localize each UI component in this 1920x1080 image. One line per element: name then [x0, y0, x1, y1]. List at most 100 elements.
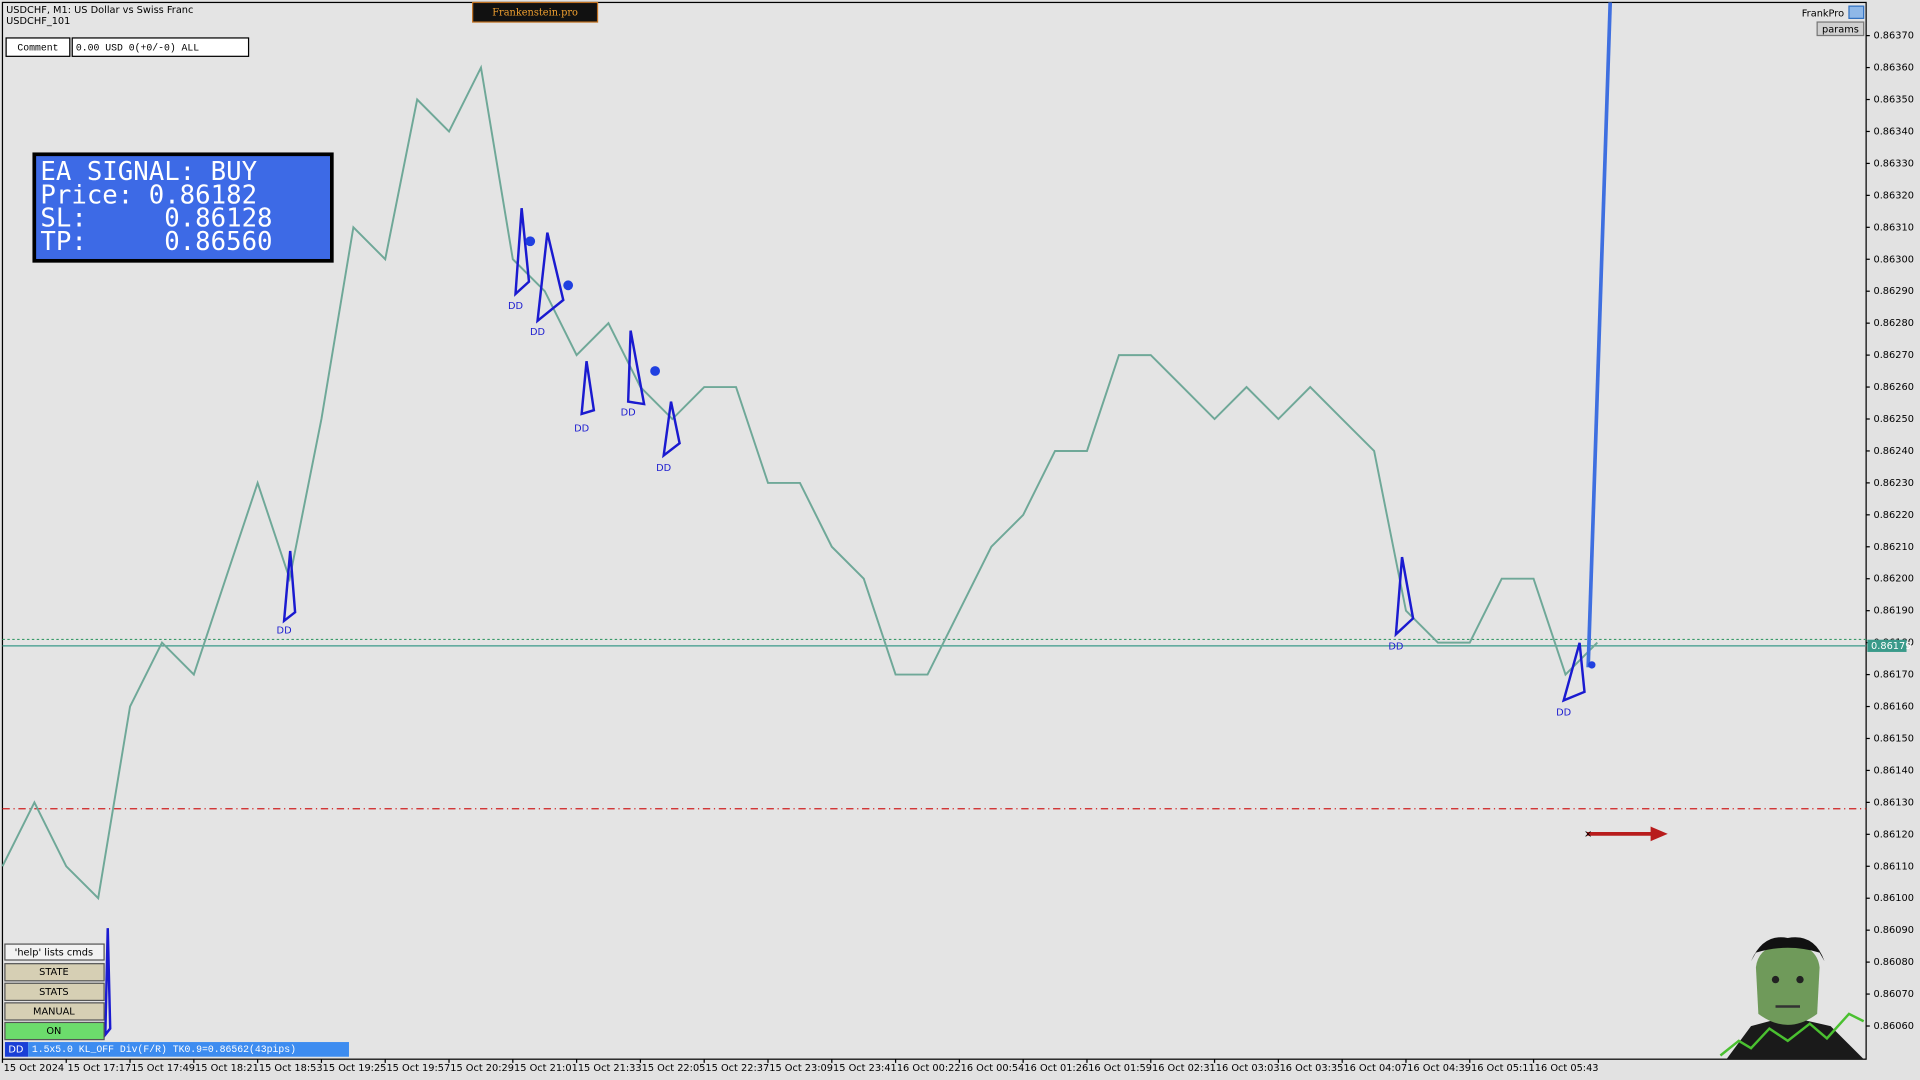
y-tick-label: 0.86360 [1873, 63, 1913, 74]
x-tick-label: 15 Oct 19:57 [386, 1063, 450, 1074]
plot-layer: 0.86060 0.86070 0.86080 0.86090 0.86100 0.861… [1, 31, 1914, 1074]
x-tick-label: 16 Oct 03:03 [1216, 1063, 1280, 1074]
comment-value-box [71, 37, 250, 57]
status-text: 1.5x5.0 KL_OFF Div(F/R) TK0.9=0.86562(43… [32, 1044, 296, 1055]
dd-label: DD [530, 327, 545, 338]
pattern-shapes [103, 208, 1586, 1039]
y-tick-label: 0.86330 [1873, 158, 1913, 169]
y-tick-label: 0.86300 [1873, 254, 1913, 265]
pattern-triangle [662, 401, 681, 459]
y-tick-label: 0.86170 [1873, 670, 1913, 681]
symbol-sub: USDCHF_101 [6, 16, 70, 27]
y-tick-label: 0.86240 [1873, 446, 1913, 457]
x-tick-label: 16 Oct 03:35 [1280, 1063, 1344, 1074]
y-tick-label: 0.86250 [1873, 414, 1913, 425]
y-tick-label: 0.86290 [1873, 286, 1913, 297]
pattern-triangle [514, 208, 531, 297]
y-tick-label: 0.86230 [1873, 478, 1913, 489]
signal-line: SL: 0.86128 [40, 204, 272, 234]
manual-button[interactable] [4, 1002, 105, 1021]
x-tick-label: 16 Oct 04:07 [1343, 1063, 1407, 1074]
y-tick-label: 0.86340 [1873, 126, 1913, 137]
x-tick-label: 15 Oct 18:53 [259, 1063, 323, 1074]
comment-value: 0.00 USD 0(+0/-0) ALL [76, 42, 199, 53]
symbol-title: USDCHF, M1: US Dollar vs Swiss Franc [6, 5, 193, 16]
y-tick-label: 0.86350 [1873, 95, 1913, 106]
y-tick-label: 0.86190 [1873, 606, 1913, 617]
y-tick-label: 0.86090 [1873, 925, 1913, 936]
pattern-triangle [536, 232, 565, 324]
x-tick-label: 16 Oct 05:11 [1471, 1063, 1535, 1074]
params-button[interactable] [1816, 21, 1865, 37]
params-label: params [1822, 24, 1859, 35]
state-label: STATE [39, 967, 69, 978]
on-button[interactable] [4, 1021, 105, 1041]
x-tick-label: 15 Oct 17:49 [131, 1063, 195, 1074]
y-tick-label: 0.86100 [1873, 893, 1913, 904]
sl-arrow-head [1650, 826, 1668, 842]
price-line-series [1, 64, 1599, 901]
stats-label: STATS [39, 987, 69, 998]
brand: Frankenstein.pro [492, 7, 578, 18]
x-tick-label: 16 Oct 00:54 [961, 1063, 1025, 1074]
x-tick-label: 15 Oct 22:05 [642, 1063, 706, 1074]
frankpro-icon [1848, 5, 1865, 19]
signal-line: TP: 0.86560 [40, 227, 272, 257]
brand-box [472, 1, 599, 23]
y-tick-label: 0.86270 [1873, 350, 1913, 361]
dd-label: DD [574, 424, 589, 435]
comment-label: Comment [17, 42, 58, 53]
x-tick-label: 15 Oct 19:25 [323, 1063, 387, 1074]
signal-line: Price: 0.86182 [40, 180, 257, 210]
signal-line: EA SIGNAL: BUY [40, 157, 257, 187]
x-tick-label: 16 Oct 01:59 [1088, 1063, 1152, 1074]
dd-label: DD [508, 301, 523, 312]
price-tag-label: 0.86179 [1871, 641, 1911, 652]
y-tick-label: 0.86280 [1873, 318, 1913, 329]
y-tick-label: 0.86210 [1873, 542, 1913, 553]
status-tag: DD [8, 1044, 23, 1055]
pattern-triangle [282, 550, 297, 624]
x-tick-label: 16 Oct 04:39 [1407, 1063, 1471, 1074]
x-tick-label: 15 Oct 17:17 [67, 1063, 131, 1074]
sl-marker: × [1584, 829, 1592, 840]
x-tick-label: 15 Oct 21:33 [578, 1063, 642, 1074]
y-tick-label: 0.86370 [1873, 31, 1913, 42]
x-tick-label: 15 Oct 20:29 [450, 1063, 514, 1074]
pattern-triangle [1561, 642, 1586, 703]
pattern-triangle [580, 361, 596, 416]
y-tick-label: 0.86130 [1873, 797, 1913, 808]
y-tick-label: 0.86310 [1873, 222, 1913, 233]
pattern-triangle [103, 928, 112, 1039]
y-tick-label: 0.86260 [1873, 382, 1913, 393]
x-tick-label: 15 Oct 18:21 [195, 1063, 259, 1074]
status-box [28, 1042, 349, 1057]
x-tick-label: 15 Oct 23:41 [833, 1063, 897, 1074]
pattern-triangle [1394, 556, 1415, 638]
frankpro: FrankPro [1802, 8, 1844, 19]
signal-dot [650, 366, 660, 376]
dd-label: DD [621, 408, 636, 419]
y-tick-label: 0.86120 [1873, 829, 1913, 840]
manual-label: MANUAL [33, 1006, 75, 1017]
dd-label: DD [1556, 708, 1571, 719]
signal-dot [525, 236, 536, 247]
tp-projection [1586, 2, 1613, 668]
y-tick-label: 0.86320 [1873, 190, 1913, 201]
x-tick-label: 16 Oct 05:43 [1535, 1063, 1599, 1074]
y-tick-label: 0.86080 [1873, 957, 1913, 968]
y-tick-label: 0.86140 [1873, 765, 1913, 776]
on-label: ON [46, 1026, 61, 1037]
x-tick-label: 15 Oct 21:01 [514, 1063, 578, 1074]
state-button[interactable] [4, 963, 105, 982]
x-tick-label: 15 Oct 22:37 [705, 1063, 769, 1074]
y-tick-label: 0.86200 [1873, 574, 1913, 585]
x-tick-label: 16 Oct 00:22 [897, 1063, 961, 1074]
help-box[interactable] [4, 943, 105, 961]
stats-button[interactable] [4, 982, 105, 1002]
x-tick-label: 15 Oct 2024 [4, 1063, 64, 1074]
signal-dot [1588, 661, 1596, 669]
y-tick-label: 0.86160 [1873, 702, 1913, 713]
